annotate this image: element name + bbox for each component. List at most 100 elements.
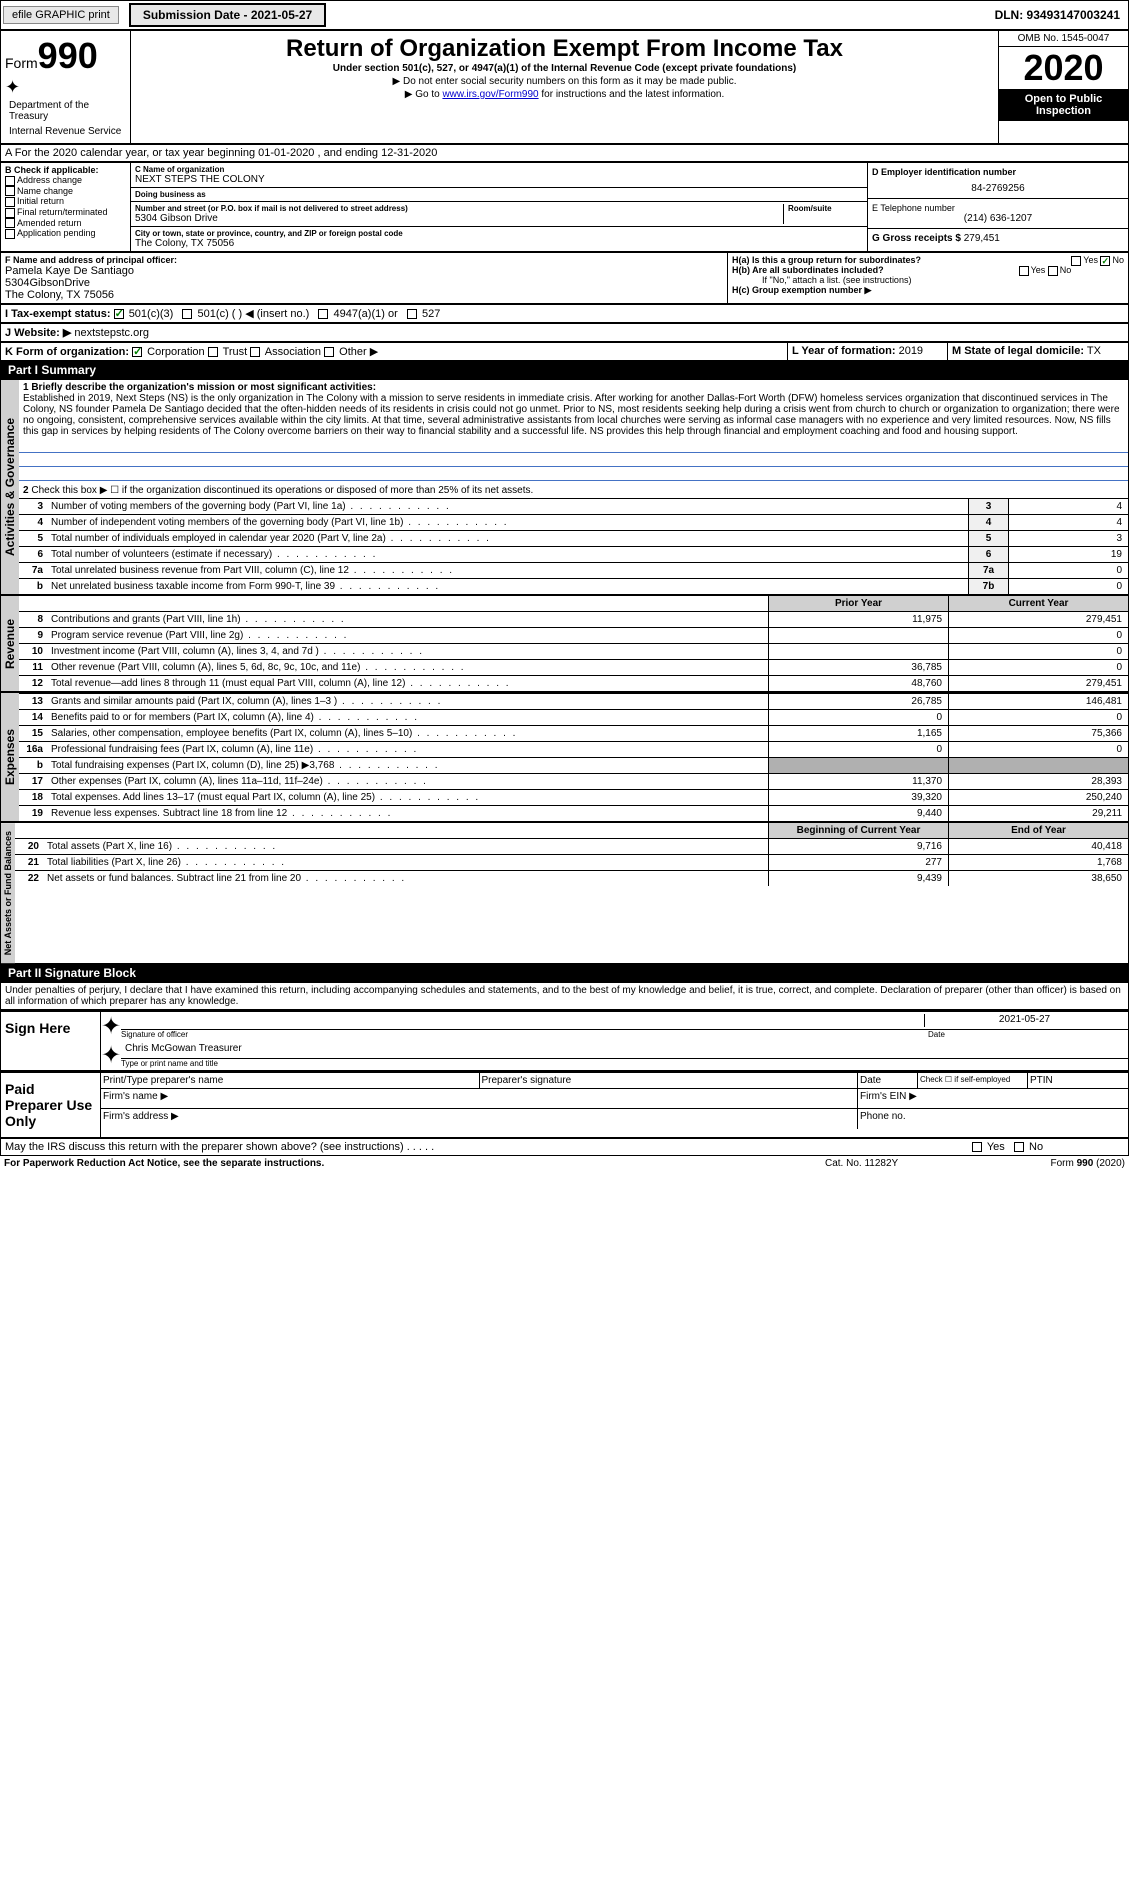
sign-here-section: Sign Here ✦ 2021-05-27 Signature of offi… [0,1010,1129,1071]
gross-label: G Gross receipts $ [872,233,961,244]
paperwork-notice: For Paperwork Reduction Act Notice, see … [4,1158,825,1169]
officer-addr2: The Colony, TX 75056 [5,289,723,301]
officer-addr1: 5304GibsonDrive [5,277,723,289]
hb-no[interactable] [1048,266,1058,276]
sig-name: Chris McGowan Treasurer [121,1041,1128,1059]
sig-officer-field[interactable] [125,1014,924,1027]
discuss-yes[interactable] [972,1142,982,1152]
summary-row-7a: 7aTotal unrelated business revenue from … [19,562,1128,578]
sig-name-label: Type or print name and title [121,1059,1128,1068]
check-501c[interactable] [182,309,192,319]
check-501c3[interactable] [114,309,124,319]
hb-yes[interactable] [1019,266,1029,276]
vert-revenue: Revenue [1,596,19,691]
sign-here-label: Sign Here [1,1012,101,1070]
revenue-section: Revenue Prior Year Current Year 8Contrib… [0,595,1129,692]
blue-rule-1 [19,441,1128,453]
line-a-tax-year: A For the 2020 calendar year, or tax yea… [0,144,1129,162]
room-label: Room/suite [788,204,863,213]
q1-text: Established in 2019, Next Steps (NS) is … [23,393,1120,437]
expense-row-b: bTotal fundraising expenses (Part IX, co… [19,757,1128,773]
expense-row-14: 14Benefits paid to or for members (Part … [19,709,1128,725]
check-assoc[interactable] [250,347,260,357]
check-address[interactable] [5,176,15,186]
discuss-text: May the IRS discuss this return with the… [1,1139,968,1155]
end-year-header: End of Year [948,823,1128,838]
form-footer: Form 990 (2020) [985,1158,1125,1169]
expenses-section: Expenses 13Grants and similar amounts pa… [0,692,1129,822]
expense-row-15: 15Salaries, other compensation, employee… [19,725,1128,741]
prior-year-header: Prior Year [768,596,948,611]
current-year-header: Current Year [948,596,1128,611]
ha-no[interactable] [1100,256,1110,266]
tax-year: 2020 [999,47,1128,89]
klm-row: K Form of organization: Corporation Trus… [0,342,1129,361]
city-value: The Colony, TX 75056 [135,238,863,249]
section-fh: F Name and address of principal officer:… [0,252,1129,304]
check-corp[interactable] [132,347,142,357]
website-value: nextstepstc.org [74,327,149,339]
summary-row-5: 5Total number of individuals employed in… [19,530,1128,546]
org-name-label: C Name of organization [135,165,863,174]
blue-rule-2 [19,455,1128,467]
expense-row-17: 17Other expenses (Part IX, column (A), l… [19,773,1128,789]
footer-row: For Paperwork Reduction Act Notice, see … [0,1156,1129,1171]
perjury-text: Under penalties of perjury, I declare th… [0,982,1129,1010]
box-b: B Check if applicable: Address change Na… [1,163,131,251]
check-trust[interactable] [208,347,218,357]
form-org-label: K Form of organization: [5,346,129,358]
officer-label: F Name and address of principal officer: [5,255,723,265]
ein-value: 84-2769256 [872,177,1124,194]
check-initial[interactable] [5,197,15,207]
section-bcd: B Check if applicable: Address change Na… [0,162,1129,252]
check-527[interactable] [407,309,417,319]
box-de: D Employer identification number 84-2769… [868,163,1128,251]
summary-row-6: 6Total number of volunteers (estimate if… [19,546,1128,562]
form-header: Form990 ✦ Department of the Treasury Int… [0,30,1129,144]
form-main-title: Return of Organization Exempt From Incom… [135,35,994,63]
check-final[interactable] [5,208,15,218]
prep-sig-col: Preparer's signature [480,1073,859,1088]
website-row: J Website: ▶ nextstepstc.org [0,323,1129,342]
check-4947[interactable] [318,309,328,319]
phone-label: E Telephone number [872,203,1124,213]
open-public-label: Open to Public Inspection [999,89,1128,121]
firm-addr: Firm's address ▶ [101,1109,858,1129]
dept-treasury: Department of the Treasury [5,98,126,124]
check-name[interactable] [5,186,15,196]
submission-date-button[interactable]: Submission Date - 2021-05-27 [129,3,326,27]
paid-preparer-label: Paid Preparer Use Only [1,1073,101,1137]
firm-name: Firm's name ▶ [101,1089,858,1108]
check-other[interactable] [324,347,334,357]
form-subtitle: Under section 501(c), 527, or 4947(a)(1)… [135,63,994,74]
paid-preparer-section: Paid Preparer Use Only Print/Type prepar… [0,1071,1129,1138]
addr-value: 5304 Gibson Drive [135,213,783,224]
website-label: J Website: ▶ [5,327,71,339]
irs-link[interactable]: www.irs.gov/Form990 [442,89,538,100]
expense-row-16a: 16aProfessional fundraising fees (Part I… [19,741,1128,757]
sig-date-label: Date [928,1030,1128,1039]
check-amended[interactable] [5,218,15,228]
discuss-no[interactable] [1014,1142,1024,1152]
sig-date: 2021-05-27 [924,1014,1124,1027]
domicile-value: TX [1087,345,1101,357]
revenue-row-9: 9Program service revenue (Part VIII, lin… [19,627,1128,643]
firm-ein: Firm's EIN ▶ [858,1089,1128,1108]
year-formation-value: 2019 [899,345,923,357]
sig-officer-label: Signature of officer [121,1030,928,1039]
domicile-label: M State of legal domicile: [952,345,1084,357]
check-pending[interactable] [5,229,15,239]
efile-print-button[interactable]: efile GRAPHIC print [3,6,119,24]
cat-no: Cat. No. 11282Y [825,1158,985,1169]
box-b-label: B Check if applicable: [5,165,126,175]
activities-governance: Activities & Governance 1 Briefly descri… [0,379,1129,595]
revenue-row-8: 8Contributions and grants (Part VIII, li… [19,611,1128,627]
revenue-row-11: 11Other revenue (Part VIII, column (A), … [19,659,1128,675]
year-formation-label: L Year of formation: [792,345,896,357]
prep-ptin-col: PTIN [1028,1073,1128,1088]
hb-row: H(b) Are all subordinates included? Yes … [732,265,1124,275]
prep-date-col: Date [858,1073,918,1088]
dba-label: Doing business as [135,190,863,199]
ha-yes[interactable] [1071,256,1081,266]
prep-name-col: Print/Type preparer's name [101,1073,480,1088]
